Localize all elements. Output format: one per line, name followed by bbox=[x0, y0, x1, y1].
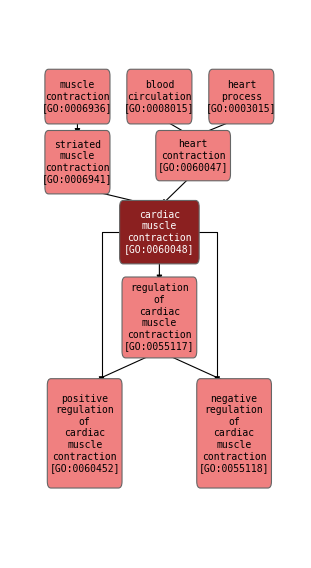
FancyBboxPatch shape bbox=[120, 201, 199, 264]
Text: cardiac
muscle
contraction
[GO:0060048]: cardiac muscle contraction [GO:0060048] bbox=[124, 210, 195, 254]
Text: regulation
of
cardiac
muscle
contraction
[GO:0055117]: regulation of cardiac muscle contraction… bbox=[124, 283, 195, 352]
FancyBboxPatch shape bbox=[45, 131, 110, 194]
FancyBboxPatch shape bbox=[209, 69, 274, 124]
FancyBboxPatch shape bbox=[45, 69, 110, 124]
Text: heart
process
[GO:0003015]: heart process [GO:0003015] bbox=[206, 80, 276, 113]
FancyBboxPatch shape bbox=[127, 69, 192, 124]
Text: positive
regulation
of
cardiac
muscle
contraction
[GO:0060452]: positive regulation of cardiac muscle co… bbox=[49, 394, 120, 473]
Text: muscle
contraction
[GO:0006936]: muscle contraction [GO:0006936] bbox=[42, 80, 113, 113]
FancyBboxPatch shape bbox=[122, 277, 197, 358]
Text: negative
regulation
of
cardiac
muscle
contraction
[GO:0055118]: negative regulation of cardiac muscle co… bbox=[199, 394, 269, 473]
Text: heart
contraction
[GO:0060047]: heart contraction [GO:0060047] bbox=[158, 139, 228, 172]
FancyBboxPatch shape bbox=[47, 379, 122, 488]
FancyBboxPatch shape bbox=[197, 379, 272, 488]
Text: blood
circulation
[GO:0008015]: blood circulation [GO:0008015] bbox=[124, 80, 195, 113]
Text: striated
muscle
contraction
[GO:0006941]: striated muscle contraction [GO:0006941] bbox=[42, 140, 113, 185]
FancyBboxPatch shape bbox=[156, 131, 230, 181]
